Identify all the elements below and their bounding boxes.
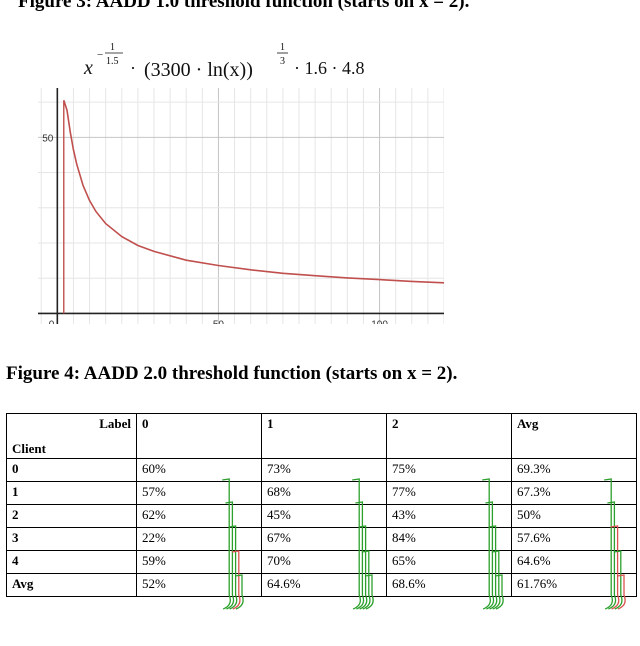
- table-header-row: Label Client 0 1 2 Avg: [6, 413, 637, 459]
- plot-grid: [38, 88, 444, 324]
- column-header: 2: [386, 413, 512, 459]
- formula-cube-den: 3: [280, 56, 285, 67]
- client-cell: 4: [6, 550, 137, 574]
- formula-exp-sign: −: [97, 49, 103, 61]
- client-header: Client: [12, 441, 46, 456]
- client-cell: 2: [6, 504, 137, 528]
- value-cell: 60%: [136, 458, 262, 482]
- value-cell: 59%: [136, 550, 262, 574]
- client-cell: 3: [6, 527, 137, 551]
- value-cell: 70%: [261, 550, 387, 574]
- value-cell: 68%: [261, 481, 387, 505]
- table-row: 3 22% 67% 84% 57.6%: [6, 527, 637, 551]
- value-cell: 22%: [136, 527, 262, 551]
- value-cell: 62%: [136, 504, 262, 528]
- table-row: 0 60% 73% 75% 69.3%: [6, 458, 637, 482]
- threshold-curve: [63, 100, 444, 284]
- value-cell: 77%: [386, 481, 512, 505]
- client-cell: 1: [6, 481, 137, 505]
- table-row: 2 62% 45% 43% 50%: [6, 504, 637, 528]
- value-cell: 64.6%: [511, 550, 637, 574]
- value-cell: 68.6%: [386, 573, 512, 597]
- x-tick-label: 0: [49, 319, 55, 324]
- value-cell: 84%: [386, 527, 512, 551]
- formula-inner: (3300 · ln(x)): [144, 59, 253, 81]
- x-tick-label: 100: [371, 319, 388, 324]
- plot-axes: [38, 88, 444, 324]
- threshold-plot: 0 50 100 50: [38, 88, 444, 324]
- table-row: 4 59% 70% 65% 64.6%: [6, 550, 637, 574]
- label-client-header-cell: Label Client: [6, 413, 137, 459]
- formula-tail: · 1.6 · 4.8: [294, 58, 365, 78]
- accuracy-table: Label Client 0 1 2 Avg 0 60% 73% 75% 69.…: [6, 413, 637, 597]
- formula-base: x: [83, 57, 93, 79]
- value-cell: 69.3%: [511, 458, 637, 482]
- value-cell: 57%: [136, 481, 262, 505]
- value-cell: 64.6%: [261, 573, 387, 597]
- value-cell: 57.6%: [511, 527, 637, 551]
- formula-dot: ·: [130, 58, 136, 78]
- formula-exp-num: 1: [110, 42, 115, 53]
- figure-3-caption: Figure 3: AADD 1.0 threshold function (s…: [18, 0, 470, 12]
- column-header: Avg: [511, 413, 637, 459]
- column-header: 0: [136, 413, 262, 459]
- column-header: 1: [261, 413, 387, 459]
- label-header: Label: [99, 416, 131, 431]
- value-cell: 52%: [136, 573, 262, 597]
- table-row: 1 57% 68% 77% 67.3%: [6, 481, 637, 505]
- value-cell: 43%: [386, 504, 512, 528]
- client-cell: Avg: [6, 573, 137, 597]
- y-tick-label: 50: [42, 133, 54, 144]
- table-row: Avg 52% 64.6% 68.6% 61.76%: [6, 573, 637, 597]
- figure-4-caption: Figure 4: AADD 2.0 threshold function (s…: [6, 363, 458, 384]
- value-cell: 61.76%: [511, 573, 637, 597]
- plot-tick-labels: 0 50 100 50: [42, 133, 388, 324]
- value-cell: 65%: [386, 550, 512, 574]
- formula-cube-num: 1: [280, 42, 285, 53]
- value-cell: 75%: [386, 458, 512, 482]
- threshold-formula: x − 1 1.5 · (3300 · ln(x)) 1 3 · 1.6 · 4…: [83, 42, 365, 81]
- value-cell: 50%: [511, 504, 637, 528]
- x-tick-label: 50: [213, 319, 225, 324]
- value-cell: 45%: [261, 504, 387, 528]
- value-cell: 73%: [261, 458, 387, 482]
- formula-exp-den: 1.5: [106, 56, 119, 67]
- value-cell: 67.3%: [511, 481, 637, 505]
- client-cell: 0: [6, 458, 137, 482]
- value-cell: 67%: [261, 527, 387, 551]
